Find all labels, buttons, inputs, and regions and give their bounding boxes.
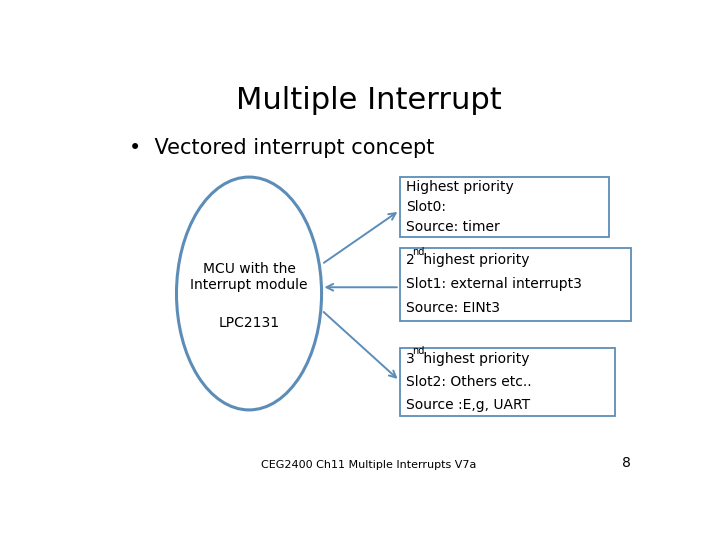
Text: Slot2: Others etc..: Slot2: Others etc.. xyxy=(406,375,532,389)
Text: 8: 8 xyxy=(622,456,631,470)
Text: Highest priority: Highest priority xyxy=(406,180,514,194)
Text: 2: 2 xyxy=(406,253,415,267)
Text: Slot1: external interrupt3: Slot1: external interrupt3 xyxy=(406,277,582,291)
Text: Source: timer: Source: timer xyxy=(406,220,500,234)
Text: Multiple Interrupt: Multiple Interrupt xyxy=(236,86,502,114)
Text: 3: 3 xyxy=(406,352,415,366)
Bar xyxy=(400,348,615,416)
Text: LPC2131: LPC2131 xyxy=(218,315,279,329)
Text: nd: nd xyxy=(413,247,425,258)
Bar xyxy=(400,248,631,321)
Text: Slot0:: Slot0: xyxy=(406,200,446,214)
Text: CEG2400 Ch11 Multiple Interrupts V7a: CEG2400 Ch11 Multiple Interrupts V7a xyxy=(261,460,477,470)
Text: highest priority: highest priority xyxy=(418,253,529,267)
Text: MCU with the
Interrupt module: MCU with the Interrupt module xyxy=(190,262,307,292)
Text: Source :E,g, UART: Source :E,g, UART xyxy=(406,398,531,411)
Text: nd: nd xyxy=(413,347,425,356)
Text: Source: EINt3: Source: EINt3 xyxy=(406,301,500,315)
Text: highest priority: highest priority xyxy=(418,352,529,366)
Bar xyxy=(400,177,609,238)
Text: •  Vectored interrupt concept: • Vectored interrupt concept xyxy=(129,138,434,158)
